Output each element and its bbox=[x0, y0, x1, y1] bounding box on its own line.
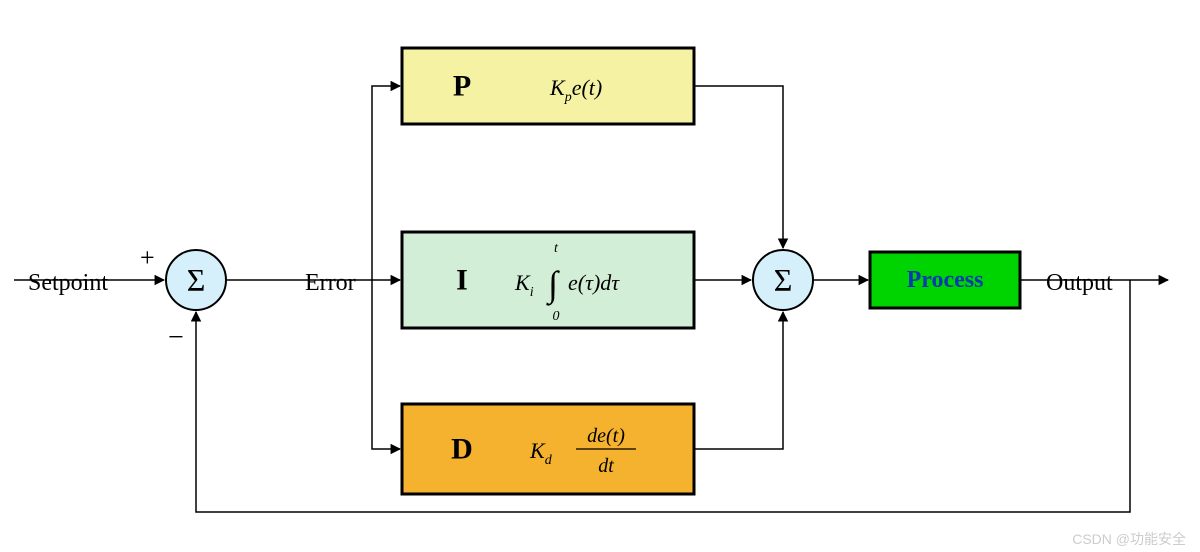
svg-text:e(τ)dτ: e(τ)dτ bbox=[568, 270, 620, 295]
pid-diagram: Setpoint + Σ Error P Kpe(t) I Ki t ∫ 0 e… bbox=[0, 0, 1200, 552]
svg-text:dt: dt bbox=[598, 455, 614, 477]
label-error: Error bbox=[305, 270, 356, 296]
edge-d-sum2 bbox=[694, 312, 783, 449]
svg-text:de(t): de(t) bbox=[587, 425, 625, 447]
p-letter: P bbox=[453, 70, 471, 103]
d-letter: D bbox=[451, 433, 473, 466]
sigma-1: Σ bbox=[187, 262, 206, 298]
node-p-block bbox=[402, 48, 694, 124]
process-label: Process bbox=[907, 267, 984, 293]
edge-branch-d bbox=[372, 280, 400, 449]
label-setpoint: Setpoint bbox=[28, 270, 108, 296]
sigma-2: Σ bbox=[774, 262, 793, 298]
edge-p-sum2 bbox=[694, 86, 783, 248]
label-output: Output bbox=[1046, 270, 1113, 296]
edge-branch-p bbox=[372, 86, 400, 280]
label-plus: + bbox=[140, 243, 155, 272]
svg-text:0: 0 bbox=[553, 309, 560, 324]
watermark: CSDN @功能安全 bbox=[1072, 531, 1186, 547]
node-d-block bbox=[402, 404, 694, 494]
label-minus: − bbox=[168, 322, 184, 353]
i-letter: I bbox=[456, 264, 468, 297]
